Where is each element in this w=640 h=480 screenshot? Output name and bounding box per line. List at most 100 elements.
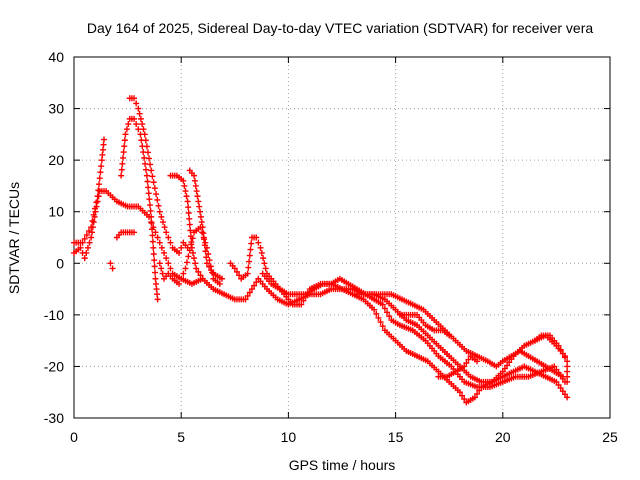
- data-point: [151, 185, 158, 192]
- data-point: [555, 381, 562, 388]
- data-point: [97, 169, 104, 176]
- data-point: [564, 373, 571, 380]
- data-point: [152, 229, 159, 236]
- data-point: [200, 230, 207, 237]
- series-trace-2: [71, 136, 108, 246]
- data-point: [564, 363, 571, 370]
- data-point: [201, 236, 208, 243]
- data-point: [231, 265, 238, 272]
- series-trace-3: [107, 260, 116, 272]
- series-trace-4: [113, 229, 138, 241]
- data-point: [84, 244, 91, 251]
- data-point: [153, 191, 160, 198]
- data-point: [158, 244, 165, 251]
- data-point: [94, 198, 101, 205]
- data-point: [144, 149, 151, 156]
- data-point: [202, 248, 209, 255]
- data-point: [180, 177, 187, 184]
- data-point: [165, 234, 172, 241]
- data-point: [194, 193, 201, 200]
- data-point: [246, 289, 253, 296]
- data-point: [257, 244, 264, 251]
- data-point: [208, 267, 215, 274]
- data-point: [81, 255, 88, 262]
- data-point: [98, 157, 105, 164]
- data-point: [147, 207, 154, 214]
- data-point: [149, 226, 156, 233]
- data-point: [203, 254, 210, 261]
- y-axis: -30 -20 -10 0 10 20 30 40: [44, 49, 610, 426]
- series-trace-14: [435, 353, 481, 380]
- data-point: [155, 202, 162, 209]
- data-point: [101, 136, 108, 143]
- data-point: [236, 272, 243, 279]
- data-point: [167, 265, 174, 272]
- data-point: [137, 115, 144, 122]
- data-point: [156, 208, 163, 215]
- data-point: [244, 292, 251, 299]
- plot-frame: [73, 56, 611, 419]
- data-point: [206, 257, 213, 264]
- data-point: [242, 296, 249, 303]
- data-point: [203, 260, 210, 267]
- data-point: [154, 196, 161, 203]
- data-point: [145, 184, 152, 191]
- data-point: [150, 251, 157, 258]
- data-point: [246, 252, 253, 259]
- data-point: [465, 356, 472, 363]
- data-point: [191, 172, 198, 179]
- data-point: [446, 332, 453, 339]
- x-tick-label: 10: [281, 429, 297, 445]
- y-axis-label: SDTVAR / TECUs: [6, 182, 22, 294]
- data-point: [86, 239, 93, 246]
- x-axis: 0 5 10 15 20 25: [70, 57, 618, 445]
- y-tick-label: -10: [44, 307, 64, 323]
- data-point: [459, 392, 466, 399]
- data-point: [151, 257, 158, 264]
- data-point: [384, 309, 391, 316]
- series-trace-10: [227, 234, 568, 385]
- data-point: [187, 227, 194, 234]
- y-tick-label: 30: [48, 101, 64, 117]
- data-point: [119, 160, 126, 167]
- data-point: [247, 246, 254, 253]
- data-point: [152, 275, 159, 282]
- data-point: [189, 249, 196, 256]
- data-point: [153, 286, 160, 293]
- data-point: [379, 323, 386, 330]
- data-point: [146, 155, 153, 162]
- data-point: [371, 306, 378, 313]
- data-point: [187, 233, 194, 240]
- x-tick-label: 5: [177, 429, 185, 445]
- data-point: [192, 260, 199, 267]
- data-point: [216, 280, 223, 287]
- data-point: [185, 253, 192, 260]
- data-point: [133, 100, 140, 107]
- data-point: [151, 263, 158, 270]
- data-point: [83, 249, 90, 256]
- data-point: [199, 224, 206, 231]
- data-point: [474, 390, 481, 397]
- series-trace-9: [186, 167, 225, 282]
- series-trace-1: [71, 188, 571, 406]
- data-point: [148, 213, 155, 220]
- data-point: [375, 314, 382, 321]
- data-point: [150, 244, 157, 251]
- series-trace-13: [396, 311, 453, 339]
- data-point: [199, 275, 206, 282]
- y-tick-label: 10: [48, 204, 64, 220]
- data-point: [98, 163, 105, 170]
- data-point: [95, 187, 102, 194]
- data-point: [373, 310, 380, 317]
- x-axis-label: GPS time / hours: [289, 457, 396, 473]
- data-point: [163, 255, 170, 262]
- x-tick-label: 25: [602, 429, 618, 445]
- data-point: [156, 239, 163, 246]
- data-point: [154, 234, 161, 241]
- data-point: [149, 238, 156, 245]
- series-trace-15: [531, 332, 571, 385]
- data-points: [71, 95, 571, 406]
- data-point: [248, 240, 255, 247]
- data-point: [133, 121, 140, 128]
